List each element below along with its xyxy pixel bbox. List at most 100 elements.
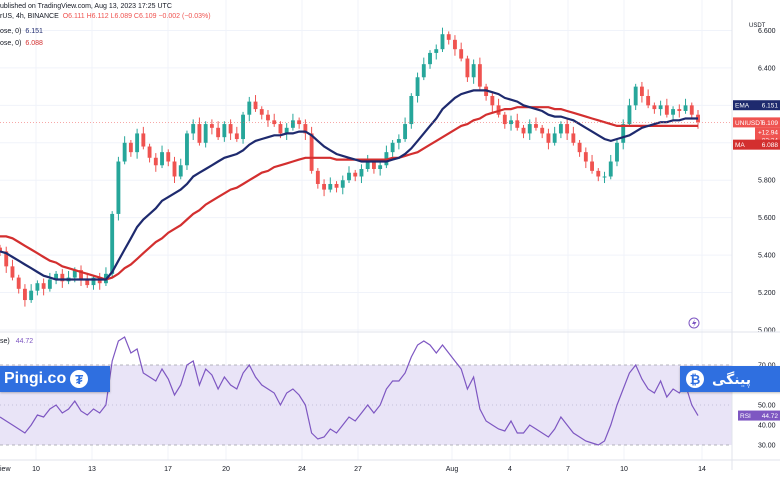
candle-body [421, 64, 426, 78]
candle-body [596, 170, 601, 177]
candle-body [241, 114, 245, 140]
candle-body [203, 124, 208, 143]
rsi-line [0, 336, 699, 446]
candle-body [365, 161, 370, 169]
candle-body [340, 180, 345, 188]
candle-body [515, 120, 520, 128]
candle-body [35, 283, 40, 291]
candle-body [565, 124, 570, 134]
candle-body [234, 133, 239, 140]
candle-body [602, 176, 607, 178]
candle-body [141, 133, 146, 147]
candle-body [135, 133, 140, 153]
candle-body [266, 114, 270, 121]
pingi-watermark-left: Pingi.co ₮ [0, 366, 110, 392]
candle-body [428, 52, 432, 65]
candle-body [160, 152, 164, 166]
time-tick-label: 4 [508, 466, 512, 473]
candle-body [664, 105, 669, 115]
candle-body [477, 64, 482, 87]
candle-body [608, 161, 613, 177]
candle-body [534, 124, 538, 128]
candle-body [639, 86, 644, 96]
bitcoin-icon: ₿ [686, 370, 704, 388]
candle-body [322, 183, 327, 190]
price-tick-label: 6.600 [758, 28, 776, 35]
candle-body [153, 157, 158, 166]
candle-body [79, 270, 83, 280]
rsi-band [0, 365, 732, 445]
candle-body [147, 146, 152, 158]
price-tag-bg [733, 117, 780, 128]
candle-body [197, 124, 202, 143]
candle-body [284, 127, 289, 134]
price-grid [0, 29, 732, 331]
candle-body [309, 133, 314, 171]
candle-body [247, 101, 252, 115]
rsi-panel [0, 364, 732, 446]
pingi-brand-persian: پینگی [712, 370, 751, 387]
time-tick-label: 10 [32, 466, 40, 473]
rsi-tag-bg [738, 410, 780, 421]
candle-body [633, 86, 638, 106]
candle-body [403, 124, 408, 140]
candle-body [471, 64, 476, 78]
candle-body [558, 124, 563, 134]
time-tick-label: 17 [164, 466, 172, 473]
candle-body [209, 124, 214, 128]
candle-body [259, 109, 264, 115]
tether-icon: ₮ [70, 370, 89, 388]
ma-legend[interactable]: ose, 0) 6.088 [0, 39, 43, 48]
candle-body [571, 133, 576, 143]
candle-body [509, 120, 513, 125]
candle-body [29, 290, 34, 301]
candle-body [689, 105, 694, 115]
tradingview-note: iew [0, 466, 11, 473]
ema-legend-label: ose, 0) [0, 28, 22, 35]
ma-line [0, 106, 698, 281]
candle-body [278, 124, 283, 134]
candlestick-series [0, 27, 700, 307]
candle-body [328, 183, 333, 190]
candle-body [228, 124, 233, 134]
time-tick-label: 27 [354, 466, 362, 473]
rsi-legend[interactable]: se) 44.72 [0, 338, 33, 345]
ema-path [0, 89, 698, 281]
candle-body [378, 165, 383, 169]
candle-body [577, 142, 582, 153]
ohlc-values: O6.111 H6.112 L6.089 C6.109 −0.002 (−0.0… [62, 13, 211, 20]
ma-legend-value: 6.088 [25, 40, 43, 47]
price-tag-bg [733, 100, 780, 111]
candle-body [353, 172, 358, 177]
candle-body [91, 277, 96, 286]
candle-body [60, 273, 65, 282]
ema-legend[interactable]: ose, 0) 6.151 [0, 27, 43, 36]
pingi-watermark-right: ₿ پینگی [680, 366, 780, 392]
candle-body [122, 142, 127, 162]
candle-body [615, 142, 619, 162]
candle-body [22, 288, 27, 301]
candle-body [303, 124, 308, 134]
candle-body [527, 124, 532, 134]
candle-body [185, 133, 189, 166]
candle-body [178, 165, 183, 177]
ema-tag-value: 6.151 [762, 103, 779, 110]
time-tick-label: 24 [298, 466, 306, 473]
ema-line [0, 89, 698, 281]
candle-body [10, 266, 15, 278]
candle-body [85, 279, 90, 286]
candle-body [347, 172, 351, 181]
candle-body [390, 142, 395, 153]
candle-body [521, 127, 526, 134]
candle-body [222, 124, 227, 138]
rsi-tick-label: 40.00 [758, 423, 776, 430]
candle-body [671, 109, 676, 115]
candle-body [446, 34, 451, 40]
publish-info: ublished on TradingView.com, Aug 13, 202… [0, 3, 172, 10]
time-tick-label: 7 [566, 466, 570, 473]
candle-body [297, 120, 302, 125]
price-tick-label: 5.000 [758, 328, 776, 335]
alert-icon[interactable] [688, 317, 700, 329]
